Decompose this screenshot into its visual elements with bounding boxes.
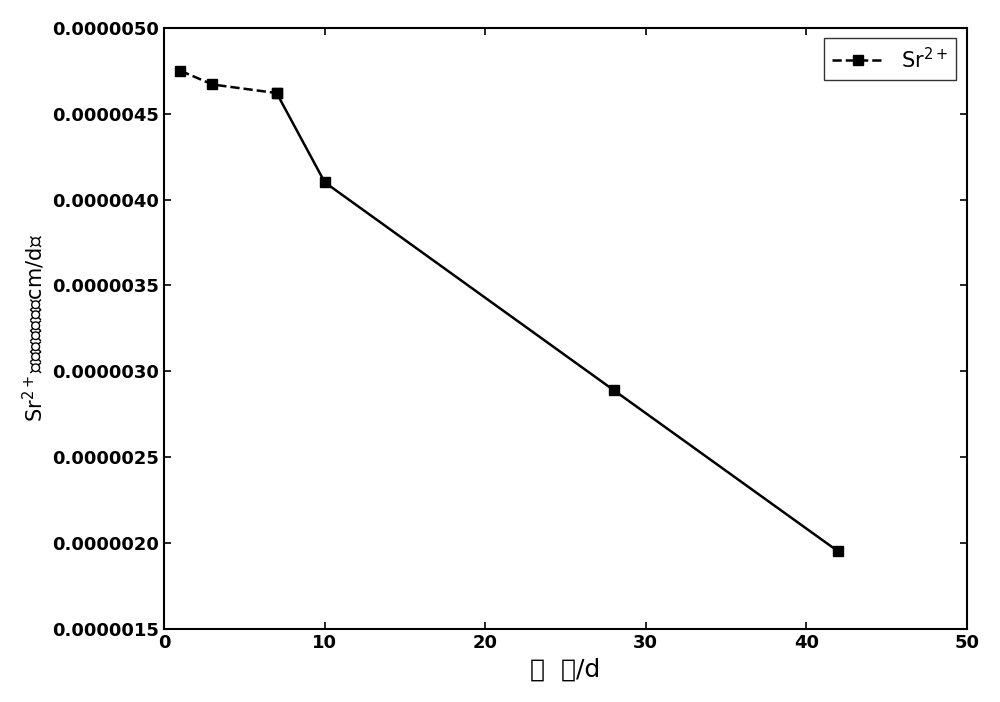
X-axis label: 时  间/d: 时 间/d [530,657,601,681]
Legend: Sr$^{2+}$: Sr$^{2+}$ [824,38,956,80]
Y-axis label: Sr$^{2+}$的浸出率／（　cm/d）: Sr$^{2+}$的浸出率／（ cm/d） [21,234,47,423]
